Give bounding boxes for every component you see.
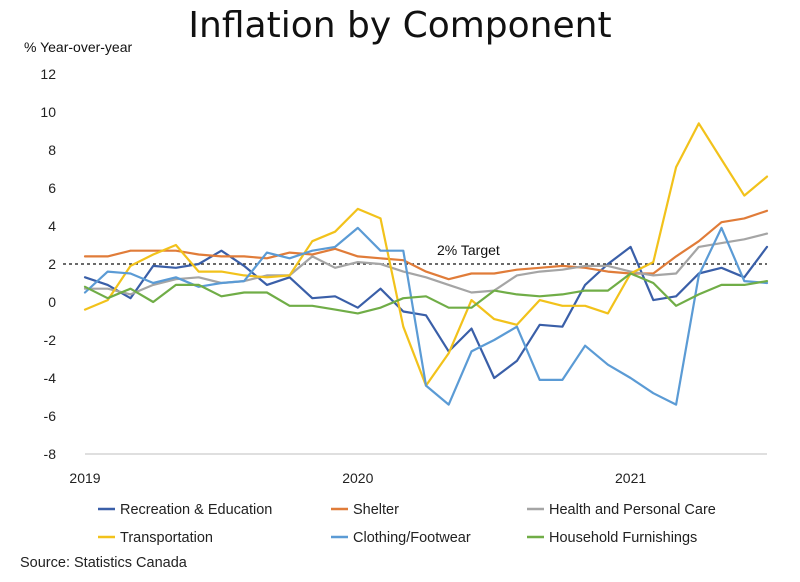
legend-label: Household Furnishings [549, 530, 697, 546]
y-tick-label: 6 [48, 180, 56, 196]
y-tick-label: 10 [40, 104, 56, 120]
legend-label: Shelter [353, 502, 399, 518]
legend-label: Recreation & Education [120, 502, 272, 518]
legend-label: Clothing/Footwear [353, 530, 471, 546]
chart-title: Inflation by Component [188, 5, 611, 46]
y-tick-label: -2 [44, 332, 57, 348]
series-line [83, 272, 769, 315]
legend-label: Health and Personal Care [549, 502, 716, 518]
y-axis-label: % Year-over-year [24, 39, 133, 55]
x-axis-ticks: 2019 2020 2021 [69, 470, 646, 486]
y-tick-label: 0 [48, 294, 56, 310]
series-line [83, 245, 769, 380]
source-note: Source: Statistics Canada [20, 555, 188, 571]
x-tick-label: 2021 [615, 470, 646, 486]
y-tick-label: -4 [44, 370, 57, 386]
y-tick-label: -8 [44, 446, 57, 462]
x-tick-label: 2019 [69, 470, 100, 486]
target-label: 2% Target [437, 242, 500, 258]
series-lines [83, 122, 769, 406]
y-tick-label: -6 [44, 408, 57, 424]
y-tick-label: 8 [48, 142, 56, 158]
x-tick-label: 2020 [342, 470, 373, 486]
legend-label: Transportation [120, 530, 213, 546]
y-axis-ticks: 12 10 8 6 4 2 0 -2 -4 -6 -8 [40, 66, 56, 462]
y-tick-label: 2 [48, 256, 56, 272]
series-line [83, 232, 769, 296]
series-line [83, 122, 769, 387]
legend: Recreation & Education Shelter Health and … [98, 502, 716, 546]
series-line [83, 209, 769, 281]
y-tick-label: 12 [40, 66, 56, 82]
series-line [83, 226, 769, 406]
y-tick-label: 4 [48, 218, 56, 234]
